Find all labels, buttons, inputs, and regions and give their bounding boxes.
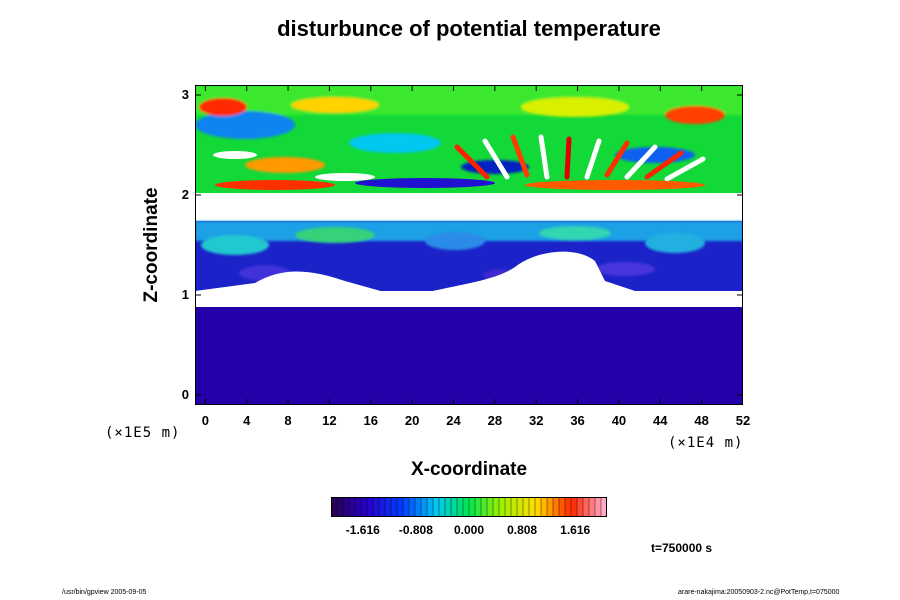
colorbar-cell bbox=[433, 497, 440, 517]
colorbar-cell bbox=[589, 497, 596, 517]
colorbar-cell bbox=[397, 497, 404, 517]
colorbar-cell bbox=[379, 497, 386, 517]
colorbar-cell bbox=[601, 497, 607, 517]
colorbar-cell bbox=[583, 497, 590, 517]
colorbar-tick-label: 0.808 bbox=[507, 523, 538, 537]
colorbar-cell bbox=[355, 497, 362, 517]
colorbar-cell bbox=[487, 497, 494, 517]
colorbar-cell bbox=[523, 497, 530, 517]
footer-left: /usr/bin/gpview 2005-09-05 bbox=[62, 589, 147, 596]
x-tick-label: 20 bbox=[404, 413, 420, 428]
x-tick-label: 52 bbox=[735, 413, 751, 428]
colorbar-cell bbox=[391, 497, 398, 517]
x-tick-label: 16 bbox=[363, 413, 378, 428]
x-tick-label: 0 bbox=[201, 413, 209, 428]
colorbar-cell bbox=[421, 497, 428, 517]
x-axis-label: X-coordinate bbox=[410, 459, 528, 480]
colorbar-cell bbox=[505, 497, 512, 517]
field-lower-layer bbox=[195, 307, 743, 405]
mask-lower-band bbox=[195, 251, 743, 307]
colorbar-cell bbox=[469, 497, 476, 517]
x-tick-label: 40 bbox=[611, 413, 627, 428]
colorbar-cell bbox=[493, 497, 500, 517]
x-tick-label: 36 bbox=[570, 413, 585, 428]
y-axis-label: Z-coordinate bbox=[141, 187, 162, 303]
colorbar-cell bbox=[553, 497, 560, 517]
plot-frame bbox=[195, 85, 743, 405]
colorbar-cell bbox=[577, 497, 584, 517]
colorbar-cell bbox=[571, 497, 578, 517]
colorbar-tick-label: -0.808 bbox=[398, 523, 433, 537]
colorbar-cell bbox=[457, 497, 464, 517]
colorbar-cell bbox=[361, 497, 368, 517]
colorbar-cell bbox=[475, 497, 482, 517]
colorbar-cell bbox=[499, 497, 506, 517]
colorbar-cell bbox=[403, 497, 410, 517]
y-tick-label: 1 bbox=[181, 287, 189, 302]
colorbar-cell bbox=[463, 497, 470, 517]
y-tick-label: 2 bbox=[181, 187, 189, 202]
colorbar-cell bbox=[409, 497, 416, 517]
colorbar-cell bbox=[535, 497, 542, 517]
gravity-waves bbox=[195, 85, 743, 174]
colorbar-cell bbox=[517, 497, 524, 517]
colorbar-cell bbox=[595, 497, 602, 517]
colorbar-cell bbox=[373, 497, 380, 517]
axis-ticks bbox=[195, 85, 743, 405]
colorbar-cell bbox=[559, 497, 566, 517]
colorbar-cell bbox=[385, 497, 392, 517]
y-tick-label: 0 bbox=[181, 387, 189, 402]
footer-right: arare-nakajima:20050903-2.nc@PotTemp,t=0… bbox=[678, 589, 840, 596]
x-tick-label: 12 bbox=[322, 413, 337, 428]
colorbar-cell bbox=[367, 497, 374, 517]
wave-fragments bbox=[213, 151, 705, 190]
colorbar bbox=[331, 497, 607, 517]
colorbar-cell bbox=[445, 497, 452, 517]
colorbar-cell bbox=[415, 497, 422, 517]
time-label: t=750000 s bbox=[651, 541, 713, 555]
x-tick-label: 4 bbox=[243, 413, 251, 428]
x-unit-label: (×1E4 m) bbox=[668, 435, 744, 451]
colorbar-cell bbox=[541, 497, 548, 517]
colorbar-tick-label: -1.616 bbox=[345, 523, 380, 537]
colorbar-cell bbox=[481, 497, 488, 517]
x-tick-label: 8 bbox=[284, 413, 292, 428]
colorbar-cell bbox=[349, 497, 356, 517]
x-tick-label: 24 bbox=[446, 413, 461, 428]
colorbar-cell bbox=[511, 497, 518, 517]
colorbar-cell bbox=[439, 497, 446, 517]
chart-title: disturbunce of potential temperature bbox=[277, 16, 661, 41]
colorbar-tick-label: 1.616 bbox=[560, 523, 591, 537]
colorbar-tick-label: 0.000 bbox=[453, 523, 485, 537]
x-tick-label: 32 bbox=[528, 413, 544, 428]
x-tick-label: 28 bbox=[487, 413, 503, 428]
colorbar-cell bbox=[337, 497, 344, 517]
plot-area bbox=[195, 85, 743, 405]
colorbar-cell bbox=[565, 497, 572, 517]
x-tick-label: 44 bbox=[653, 413, 668, 428]
colorbar-cell bbox=[529, 497, 536, 517]
colorbar-cell bbox=[331, 497, 338, 517]
y-unit-label: (×1E5 m) bbox=[105, 425, 181, 441]
wave-streaks bbox=[454, 134, 706, 182]
mask-upper-band bbox=[195, 193, 743, 219]
y-tick-label: 3 bbox=[181, 87, 189, 102]
colorbar-cell bbox=[343, 497, 350, 517]
x-tick-label: 48 bbox=[694, 413, 709, 428]
colorbar-cell bbox=[451, 497, 458, 517]
colorbar-cell bbox=[427, 497, 434, 517]
colorbar-cell bbox=[547, 497, 554, 517]
